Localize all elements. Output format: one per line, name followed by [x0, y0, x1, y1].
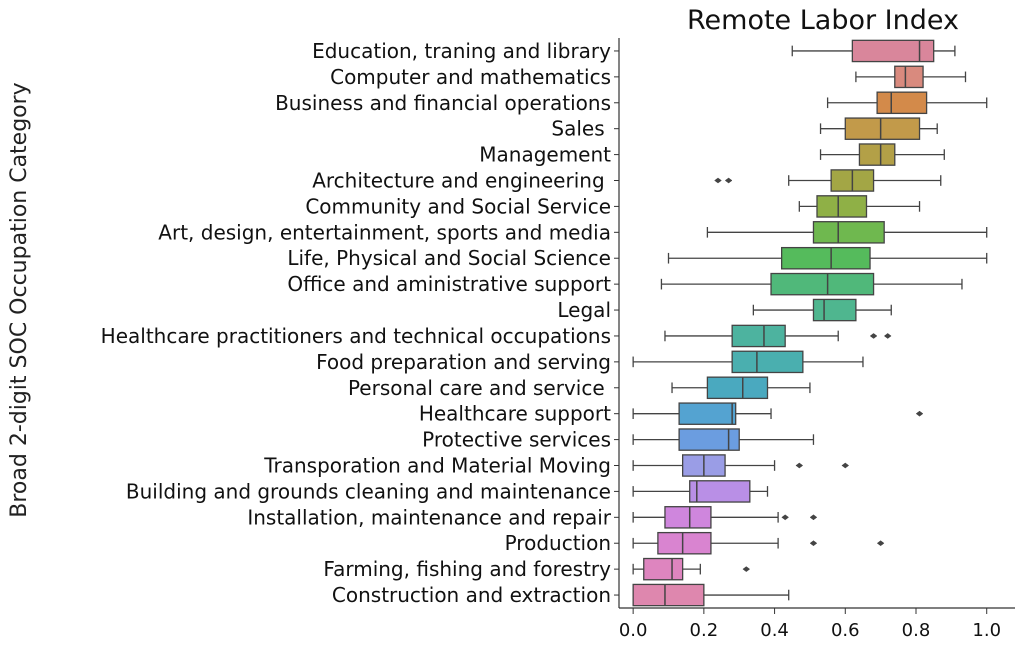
- iqr-box: [632, 583, 705, 607]
- category-label: Legal: [557, 298, 611, 322]
- iqr-box: [731, 324, 786, 348]
- iqr-box: [678, 428, 740, 451]
- box-group: Life, Physical and Social Science: [287, 246, 988, 270]
- category-label: Computer and mathematics: [330, 65, 611, 89]
- outlier-point: [915, 410, 924, 417]
- x-axis-ticks: 0.0 0.2 0.4 0.6 0.8 1.0: [619, 608, 1001, 641]
- box-group: Office and aministrative support: [287, 272, 963, 296]
- iqr-box: [858, 143, 896, 166]
- chart-title: Remote Labor Index: [687, 5, 959, 36]
- box-group: Computer and mathematics: [330, 65, 967, 89]
- box-group: Business and financial operations: [275, 91, 988, 115]
- box-group: Protective services: [422, 428, 815, 452]
- outlier-point: [742, 566, 751, 572]
- box-group: Management: [479, 143, 945, 167]
- iqr-box: [657, 531, 712, 555]
- box-group: Healthcare support: [419, 402, 924, 426]
- iqr-box: [894, 65, 924, 89]
- outlier-point: [876, 540, 885, 547]
- iqr-box: [678, 402, 737, 425]
- iqr-box: [706, 376, 769, 400]
- category-label: Community and Social Service: [305, 194, 611, 218]
- iqr-box: [844, 117, 921, 140]
- category-label: Transporation and Material Moving: [263, 454, 611, 478]
- box-group: Production: [505, 531, 885, 555]
- iqr-box: [816, 195, 868, 218]
- outlier-point: [724, 177, 733, 184]
- category-label: Architecture and engineering: [312, 169, 611, 193]
- category-label: Management: [479, 143, 611, 167]
- category-label: Business and financial operations: [275, 91, 611, 115]
- outlier-point: [714, 177, 722, 184]
- category-label: Art, design, entertainment, sports and m…: [158, 220, 611, 244]
- x-tick-label: 0.4: [760, 620, 789, 641]
- iqr-box: [812, 298, 857, 322]
- category-label: Sales: [551, 117, 611, 141]
- outlier-point: [809, 540, 818, 547]
- outlier-point: [809, 514, 818, 521]
- box-group: Education, traning and library: [312, 39, 956, 63]
- y-axis-label: Broad 2-digit SOC Occupation Category: [7, 82, 32, 517]
- box-group: Sales: [551, 117, 938, 141]
- category-label: Construction and extraction: [332, 583, 611, 607]
- iqr-box: [664, 506, 712, 529]
- x-tick-label: 1.0: [972, 620, 1001, 641]
- category-label: Production: [505, 531, 611, 555]
- category-label: Education, traning and library: [312, 39, 611, 63]
- box-group: Personal care and service: [348, 376, 811, 400]
- x-tick-label: 0.0: [619, 620, 648, 641]
- iqr-box: [812, 221, 885, 244]
- category-label: Building and grounds cleaning and mainte…: [126, 479, 611, 503]
- x-tick-label: 0.6: [831, 620, 860, 641]
- x-tick-label: 0.2: [690, 620, 719, 641]
- box-group: Building and grounds cleaning and mainte…: [126, 479, 769, 503]
- category-label: Farming, fishing and forestry: [323, 557, 611, 581]
- category-label: Food preparation and serving: [316, 350, 611, 374]
- box-group: Art, design, entertainment, sports and m…: [158, 220, 988, 244]
- box-group: Architecture and engineering: [312, 169, 942, 193]
- category-label: Office and aministrative support: [287, 272, 611, 296]
- x-tick-label: 0.8: [902, 620, 931, 641]
- category-label: Installation, maintenance and repair: [247, 505, 611, 529]
- outlier-point: [869, 333, 878, 339]
- iqr-box: [643, 557, 684, 581]
- box-group: Construction and extraction: [332, 583, 790, 607]
- outlier-point: [781, 514, 789, 521]
- iqr-box: [876, 91, 928, 115]
- box-group: Transporation and Material Moving: [263, 454, 850, 478]
- box-group: Food preparation and serving: [316, 350, 864, 374]
- box-group: Healthcare practitioners and technical o…: [101, 324, 892, 348]
- box-group: Community and Social Service: [305, 194, 921, 218]
- category-label: Personal care and service: [348, 376, 611, 400]
- category-label: Healthcare support: [419, 402, 611, 426]
- box-group: Farming, fishing and forestry: [323, 557, 751, 581]
- outlier-point: [795, 462, 804, 469]
- category-label: Life, Physical and Social Science: [287, 246, 611, 270]
- iqr-box: [689, 480, 751, 503]
- iqr-box: [770, 272, 875, 296]
- category-label: Protective services: [422, 428, 611, 452]
- iqr-box: [780, 246, 871, 270]
- iqr-box: [851, 39, 935, 63]
- category-label: Healthcare practitioners and technical o…: [101, 324, 611, 348]
- box-group: Installation, maintenance and repair: [247, 505, 818, 529]
- outlier-point: [883, 333, 892, 339]
- outlier-point: [841, 462, 850, 469]
- iqr-box: [731, 350, 804, 374]
- box-group: Legal: [557, 298, 892, 322]
